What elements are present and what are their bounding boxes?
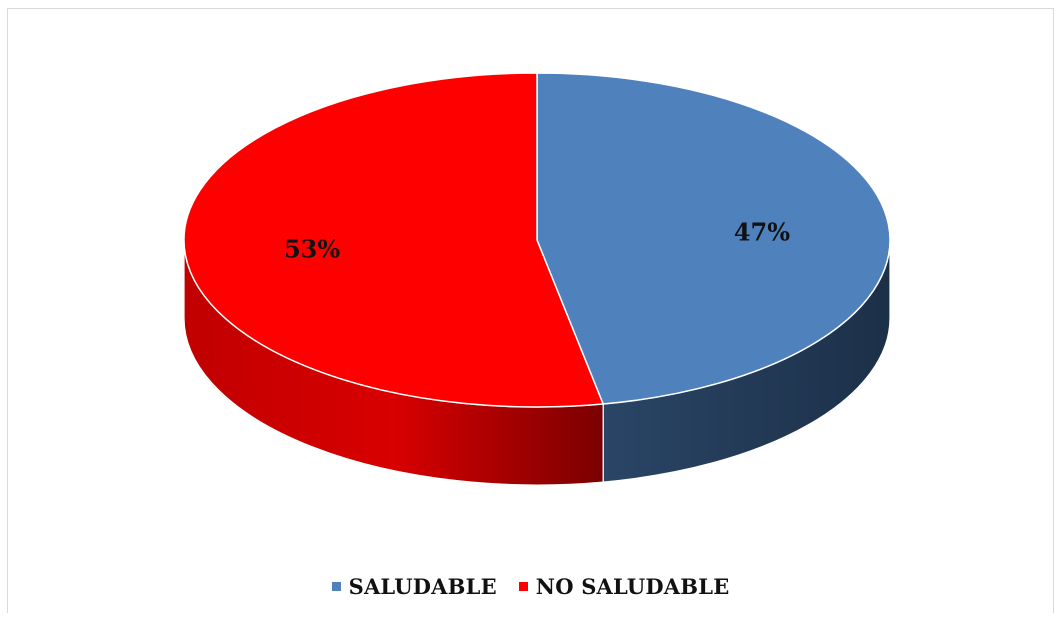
legend: SALUDABLE NO SALUDABLE bbox=[0, 568, 1061, 604]
pie-slice-saludable bbox=[536, 72, 891, 405]
legend-swatch-saludable bbox=[331, 581, 341, 591]
pie-labels: 47% 53% bbox=[284, 218, 790, 264]
pie-slice-no-saludable bbox=[183, 72, 604, 408]
legend-label-no-saludable: NO SALUDABLE bbox=[535, 573, 730, 599]
data-label-no-saludable: 53% bbox=[284, 234, 340, 263]
data-label-saludable: 47% bbox=[734, 218, 790, 247]
legend-item-no-saludable: NO SALUDABLE bbox=[518, 573, 730, 599]
legend-label-saludable: SALUDABLE bbox=[348, 573, 497, 599]
legend-item-saludable: SALUDABLE bbox=[331, 573, 497, 599]
legend-swatch-no-saludable bbox=[518, 581, 528, 591]
pie-tops bbox=[183, 72, 891, 408]
